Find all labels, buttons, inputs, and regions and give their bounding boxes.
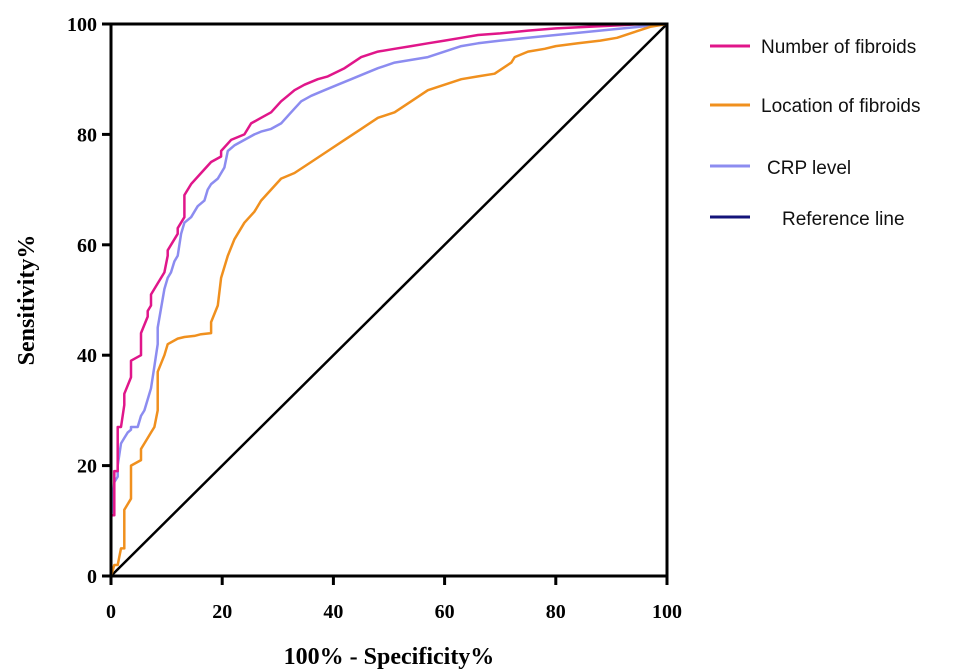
- y-tick-label: 20: [77, 456, 97, 478]
- x-tick-label: 40: [323, 601, 343, 623]
- y-tick-label: 0: [87, 566, 97, 588]
- series-line-crp-level: [109, 22, 668, 576]
- legend-label: Number of fibroids: [761, 37, 916, 58]
- series-line-location-of-fibroids: [109, 22, 668, 577]
- legend-label: CRP level: [767, 158, 851, 179]
- x-tick-label: 20: [212, 601, 232, 623]
- y-tick-label: 60: [77, 235, 97, 257]
- y-tick-label: 80: [77, 124, 97, 146]
- x-tick-label: 80: [546, 601, 566, 623]
- series-line-number-of-fibroids: [109, 22, 667, 576]
- legend: Number of fibroids Location of fibroids …: [710, 37, 921, 230]
- x-tick-label: 0: [106, 601, 116, 623]
- legend-item-location-of-fibroids: Location of fibroids: [710, 96, 921, 117]
- y-tick-label: 100: [67, 14, 97, 36]
- y-tick-label: 40: [77, 345, 97, 367]
- plot-frame: [109, 22, 669, 578]
- x-axis-title: 100% - Specificity%: [284, 644, 495, 670]
- series-layer: [109, 22, 668, 577]
- x-tick-label: 100: [652, 601, 682, 623]
- legend-item-crp-level: CRP level: [710, 158, 851, 179]
- legend-item-number-of-fibroids: Number of fibroids: [710, 37, 916, 58]
- y-axis-title: Sensitivity%: [14, 235, 40, 366]
- legend-label: Reference line: [782, 209, 905, 230]
- legend-item-reference-line: Reference line: [710, 209, 905, 230]
- legend-label: Location of fibroids: [761, 96, 921, 117]
- series-line-reference-line: [110, 23, 668, 577]
- ticks-layer: 0 20 40 60 80 100 0 20 40 60 80 100: [67, 14, 682, 623]
- x-tick-label: 60: [435, 601, 455, 623]
